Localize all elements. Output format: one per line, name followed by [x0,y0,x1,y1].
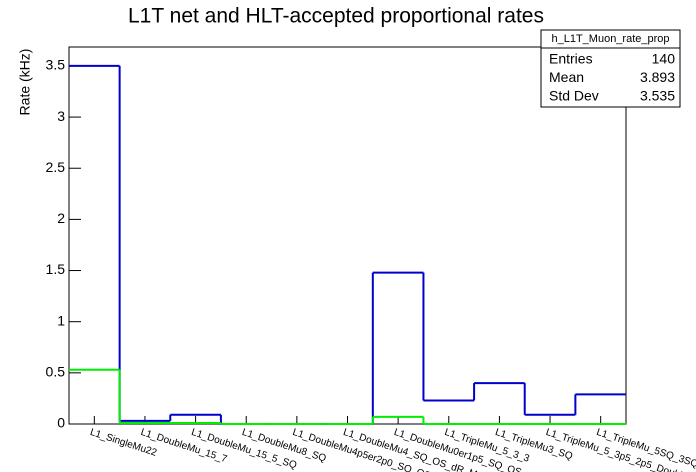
y-tick-label: 2.5 [46,159,66,175]
chart-title: L1T net and HLT-accepted proportional ra… [128,5,544,28]
stats-label: Entries [549,51,593,67]
stats-value: 3.893 [640,69,675,85]
stats-label: Mean [549,69,584,85]
y-tick-label: 3 [57,108,65,124]
y-tick-label: 3.5 [46,57,66,73]
stats-box [540,29,681,108]
stats-value: 140 [652,51,676,67]
stats-value: 3.535 [640,88,675,104]
y-tick-label: 2 [57,210,65,226]
y-axis-label: Rate (kHz) [17,49,33,116]
stats-title: h_L1T_Muon_rate_prop [551,33,669,45]
y-tick-label: 0 [57,415,65,431]
stats-label: Std Dev [549,88,599,104]
y-tick-label: 1.5 [46,261,66,277]
y-tick-label: 0.5 [46,364,66,380]
y-tick-label: 1 [57,312,65,328]
